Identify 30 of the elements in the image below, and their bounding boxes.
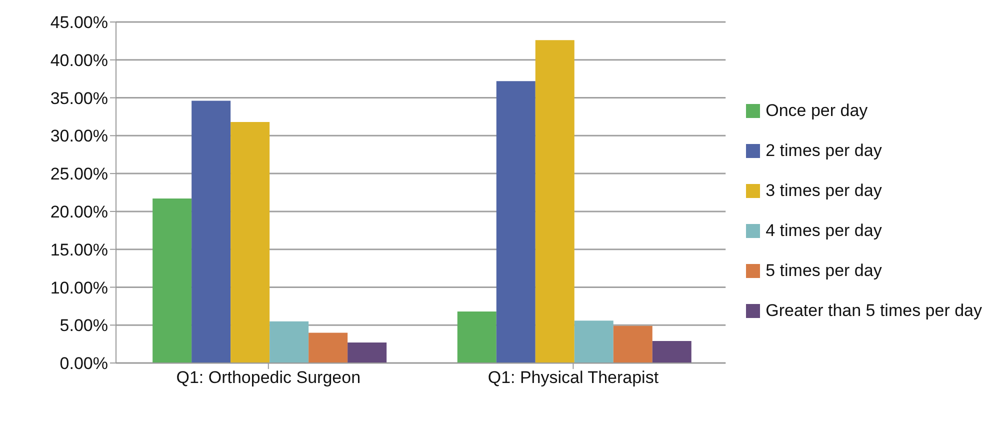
legend-label: Once per day [766, 100, 868, 122]
y-tick-label: 40.00% [50, 50, 108, 70]
y-tick-label: 30.00% [50, 126, 108, 146]
legend-label: 2 times per day [766, 140, 882, 162]
y-tick-label: 5.00% [60, 316, 108, 336]
bar [535, 40, 574, 363]
y-tick-label: 35.00% [50, 88, 108, 108]
y-tick-label: 10.00% [50, 278, 108, 298]
bar [308, 332, 348, 363]
bar [613, 326, 652, 363]
bar [348, 342, 387, 363]
bar [457, 311, 496, 363]
legend-label: 5 times per day [766, 260, 882, 282]
legend-label: Greater than 5 times per day [766, 300, 982, 322]
x-tick-label: Q1: Physical Therapist [488, 368, 659, 388]
bar [152, 198, 192, 363]
bar [496, 81, 536, 363]
bar [230, 122, 270, 363]
y-tick-label: 25.00% [50, 164, 108, 184]
y-tick-label: 20.00% [50, 202, 108, 222]
y-tick-label: 45.00% [50, 13, 108, 32]
legend-label: 3 times per day [766, 180, 882, 202]
y-tick-label: 0.00% [60, 354, 108, 374]
bar [574, 320, 614, 363]
bar [270, 321, 309, 363]
bar [192, 100, 231, 363]
y-tick-label: 15.00% [50, 240, 108, 260]
bar [652, 341, 692, 363]
x-tick-label: Q1: Orthopedic Surgeon [176, 368, 361, 388]
legend-label: 4 times per day [766, 220, 882, 242]
